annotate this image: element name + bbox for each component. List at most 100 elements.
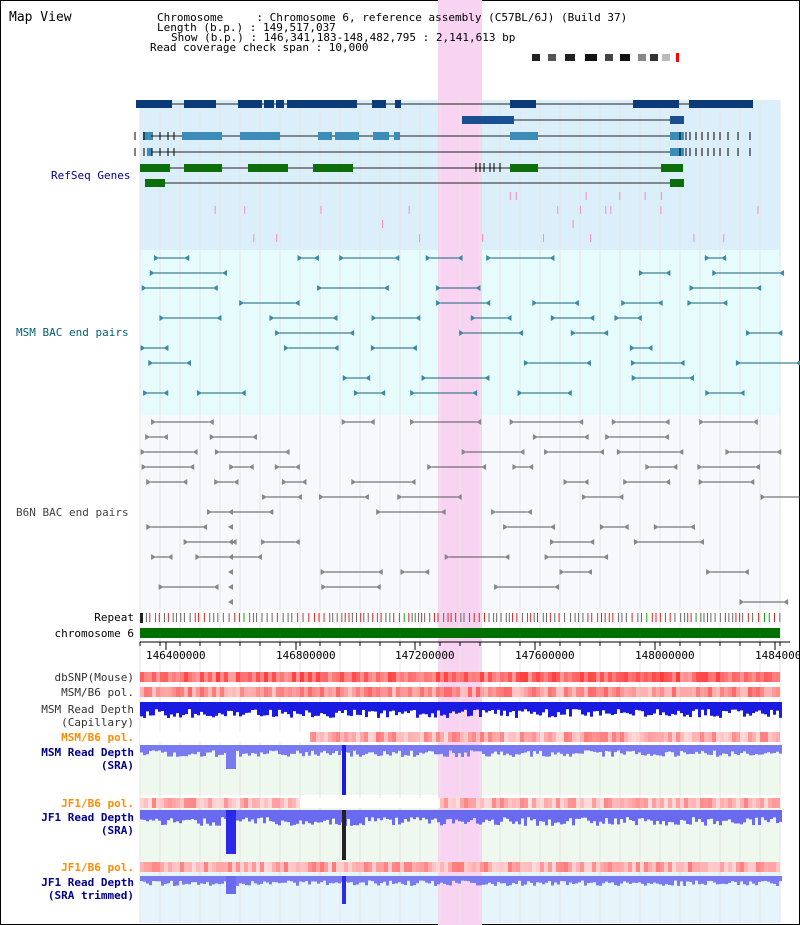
jf1-b6-pol2-cell xyxy=(396,862,400,872)
msm-b6-pol2-cell xyxy=(336,732,340,742)
b6n-bac-end xyxy=(228,554,233,560)
msm-b6-pol-cell xyxy=(488,687,492,697)
msm-b6-pol2-cell xyxy=(360,732,364,742)
b6n-bac-end xyxy=(202,524,208,530)
jf1-b6-pol2-cell xyxy=(572,862,576,872)
jf1-sra-depth xyxy=(170,810,173,819)
jf1-b6-pol2-cell xyxy=(504,862,508,872)
chromosome-bar xyxy=(140,628,780,638)
track-label-dbsnp: dbSNP(Mouse) xyxy=(54,671,134,684)
msm-b6-pol-cell xyxy=(624,687,628,697)
jf1-trim-depth xyxy=(533,876,536,886)
jf1-sra-depth xyxy=(512,810,515,824)
jf1-trim-depth xyxy=(296,876,299,886)
dbsnp-cell xyxy=(700,672,704,682)
ideogram-band xyxy=(548,54,556,61)
jf1-trim-depth xyxy=(659,876,662,885)
msm-b6-pol2-cell xyxy=(484,732,488,742)
msm-b6-pol-cell xyxy=(724,687,728,697)
msm-sra-depth xyxy=(161,745,164,753)
msm-b6-pol-cell xyxy=(532,687,536,697)
jf1-trim-depth xyxy=(302,876,305,883)
dbsnp-cell xyxy=(260,672,264,682)
b6n-bac-end xyxy=(589,539,595,545)
dbsnp-cell xyxy=(272,672,276,682)
jf1-sra-depth xyxy=(326,810,329,820)
track-label-msm-bac[interactable]: MSM BAC end pairs xyxy=(16,326,129,339)
msm-sra-depth xyxy=(446,745,449,757)
jf1-b6-pol2-cell xyxy=(536,862,540,872)
jf1-sra-depth xyxy=(194,810,197,821)
jf1-sra-depth xyxy=(302,810,305,825)
jf1-trim-depth xyxy=(167,876,170,884)
dbsnp-cell xyxy=(524,672,528,682)
jf1-sra-depth xyxy=(143,810,146,820)
msm-b6-pol2-cell xyxy=(732,732,736,742)
jf1-sra-depth xyxy=(158,810,161,821)
msm-capillary-depth xyxy=(536,702,539,715)
gene-exon xyxy=(313,164,353,172)
msm-capillary-depth xyxy=(278,702,281,710)
jf1-b6-pol-cell xyxy=(228,798,232,808)
msm-b6-pol-cell xyxy=(640,687,644,697)
msm-sra-depth xyxy=(323,745,326,751)
track-label-b6n-bac[interactable]: B6N BAC end pairs xyxy=(16,506,129,519)
jf1-sra-depth xyxy=(278,810,281,826)
jf1-trim-depth-spike xyxy=(226,876,236,894)
msm-sra-depth xyxy=(335,745,338,751)
b6n-bac-end xyxy=(207,509,213,515)
msm-b6-pol-cell xyxy=(748,687,752,697)
dbsnp-cell xyxy=(660,672,664,682)
dbsnp-cell xyxy=(452,672,456,682)
jf1-sra-depth xyxy=(323,810,326,821)
msm-sra-depth xyxy=(158,745,161,751)
msm-capillary-depth xyxy=(662,702,665,713)
msm-b6-pol2-cell xyxy=(524,732,528,742)
jf1-trim-depth xyxy=(614,876,617,886)
msm-sra-depth xyxy=(149,745,152,751)
jf1-b6-pol-cell xyxy=(564,798,568,808)
jf1-sra-depth xyxy=(749,810,752,820)
dbsnp-cell xyxy=(376,672,380,682)
msm-b6-pol-cell xyxy=(156,687,160,697)
jf1-b6-pol-cell xyxy=(724,798,728,808)
msm-sra-depth xyxy=(209,745,212,753)
jf1-b6-pol2-cell xyxy=(200,862,204,872)
jf1-sra-depth xyxy=(197,810,200,824)
jf1-trim-depth xyxy=(206,876,209,883)
jf1-sra-depth xyxy=(218,810,221,826)
msm-bac-end xyxy=(371,315,377,321)
dbsnp-cell xyxy=(448,672,452,682)
msm-bac-end xyxy=(411,345,417,351)
msm-bac-end xyxy=(657,300,663,306)
msm-sra-depth xyxy=(191,745,194,754)
msm-sra-depth xyxy=(245,745,248,754)
dbsnp-cell xyxy=(628,672,632,682)
msm-b6-pol-cell xyxy=(468,687,472,697)
msm-sra-depth xyxy=(467,745,470,757)
jf1-trim-depth xyxy=(686,876,689,882)
jf1-sra-depth xyxy=(404,810,407,820)
jf1-trim-depth xyxy=(563,876,566,882)
jf1-b6-pol-cell xyxy=(192,798,196,808)
jf1-b6-pol-cell xyxy=(524,798,528,808)
track-label-refseq[interactable]: RefSeq Genes xyxy=(51,169,131,182)
b6n-bac-end xyxy=(400,569,406,575)
msm-capillary-depth xyxy=(239,702,242,717)
b6n-bac-end xyxy=(672,464,678,470)
msm-b6-pol2-cell xyxy=(636,732,640,742)
jf1-trim-depth xyxy=(299,876,302,882)
msm-b6-pol-cell xyxy=(512,687,516,697)
jf1-trim-depth xyxy=(707,876,710,882)
msm-sra-depth xyxy=(197,745,200,752)
msm-sra-depth xyxy=(248,745,251,756)
b6n-bac-end xyxy=(274,464,280,470)
msm-capillary-depth xyxy=(335,702,338,713)
dbsnp-cell xyxy=(416,672,420,682)
b6n-bac-end xyxy=(440,509,446,515)
jf1-trim-depth xyxy=(629,876,632,884)
msm-capillary-depth xyxy=(401,702,404,714)
msm-b6-pol-cell xyxy=(264,687,268,697)
jf1-b6-pol2-cell xyxy=(532,862,536,872)
msm-capillary-depth xyxy=(236,702,239,713)
